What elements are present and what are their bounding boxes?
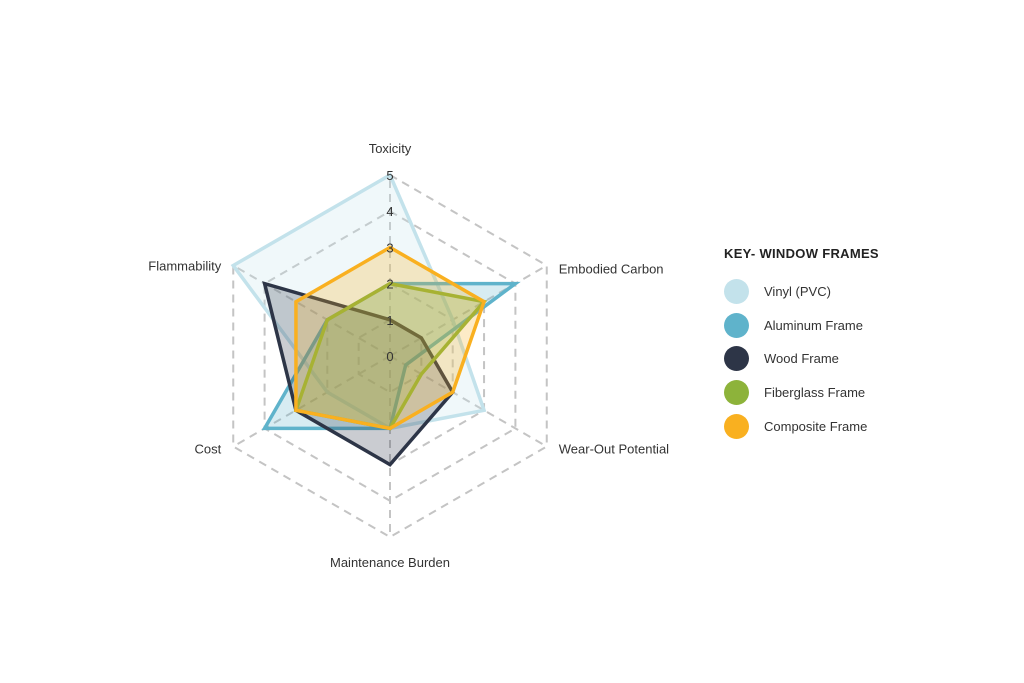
series-composite-frame xyxy=(294,245,487,431)
axis-label-toxicity: Toxicity xyxy=(369,141,412,156)
legend-swatch xyxy=(724,380,749,406)
legend-label: Wood Frame xyxy=(764,351,839,367)
tick-label: 5 xyxy=(386,168,393,183)
axis-label-embodied-carbon: Embodied Carbon xyxy=(559,262,664,277)
legend-title: KEY- WINDOW FRAMES xyxy=(724,246,879,261)
legend-item: Vinyl (PVC) xyxy=(724,275,879,309)
legend-item: Wood Frame xyxy=(724,342,879,376)
grid-spoke xyxy=(389,355,548,448)
legend-item: Fiberglass Frame xyxy=(724,376,879,410)
axis-label-maintenance-burden: Maintenance Burden xyxy=(330,555,450,570)
legend-swatch xyxy=(724,312,749,338)
axis-label-flammability: Flammability xyxy=(148,259,221,274)
axis-label-wear-out-potential: Wear-Out Potential xyxy=(559,442,669,457)
legend-item: Aluminum Frame xyxy=(724,309,879,343)
tick-label: 4 xyxy=(386,204,393,219)
grid-spoke xyxy=(232,355,391,448)
legend-swatch xyxy=(724,346,749,372)
legend-label: Vinyl (PVC) xyxy=(764,284,831,300)
tick-label: 2 xyxy=(386,277,393,292)
legend-label: Fiberglass Frame xyxy=(764,385,866,401)
legend-label: Composite Frame xyxy=(764,418,868,434)
legend-item: Composite Frame xyxy=(724,409,879,443)
radar-chart: 0 1 2 3 4 5 Toxicity Embodied Carbon Wear-Out Po… xyxy=(148,141,669,570)
axis-label-cost: Cost xyxy=(195,442,222,457)
legend-swatch xyxy=(724,279,749,305)
tick-label: 0 xyxy=(386,349,393,364)
legend-swatch xyxy=(724,413,749,439)
grid-spoke xyxy=(232,264,391,357)
tick-label: 1 xyxy=(386,313,393,328)
legend-label: Aluminum Frame xyxy=(764,317,863,333)
legend: KEY- WINDOW FRAMES Vinyl (PVC) Aluminum F… xyxy=(724,246,879,443)
tick-label: 3 xyxy=(386,240,393,255)
grid-spoke xyxy=(389,264,548,357)
